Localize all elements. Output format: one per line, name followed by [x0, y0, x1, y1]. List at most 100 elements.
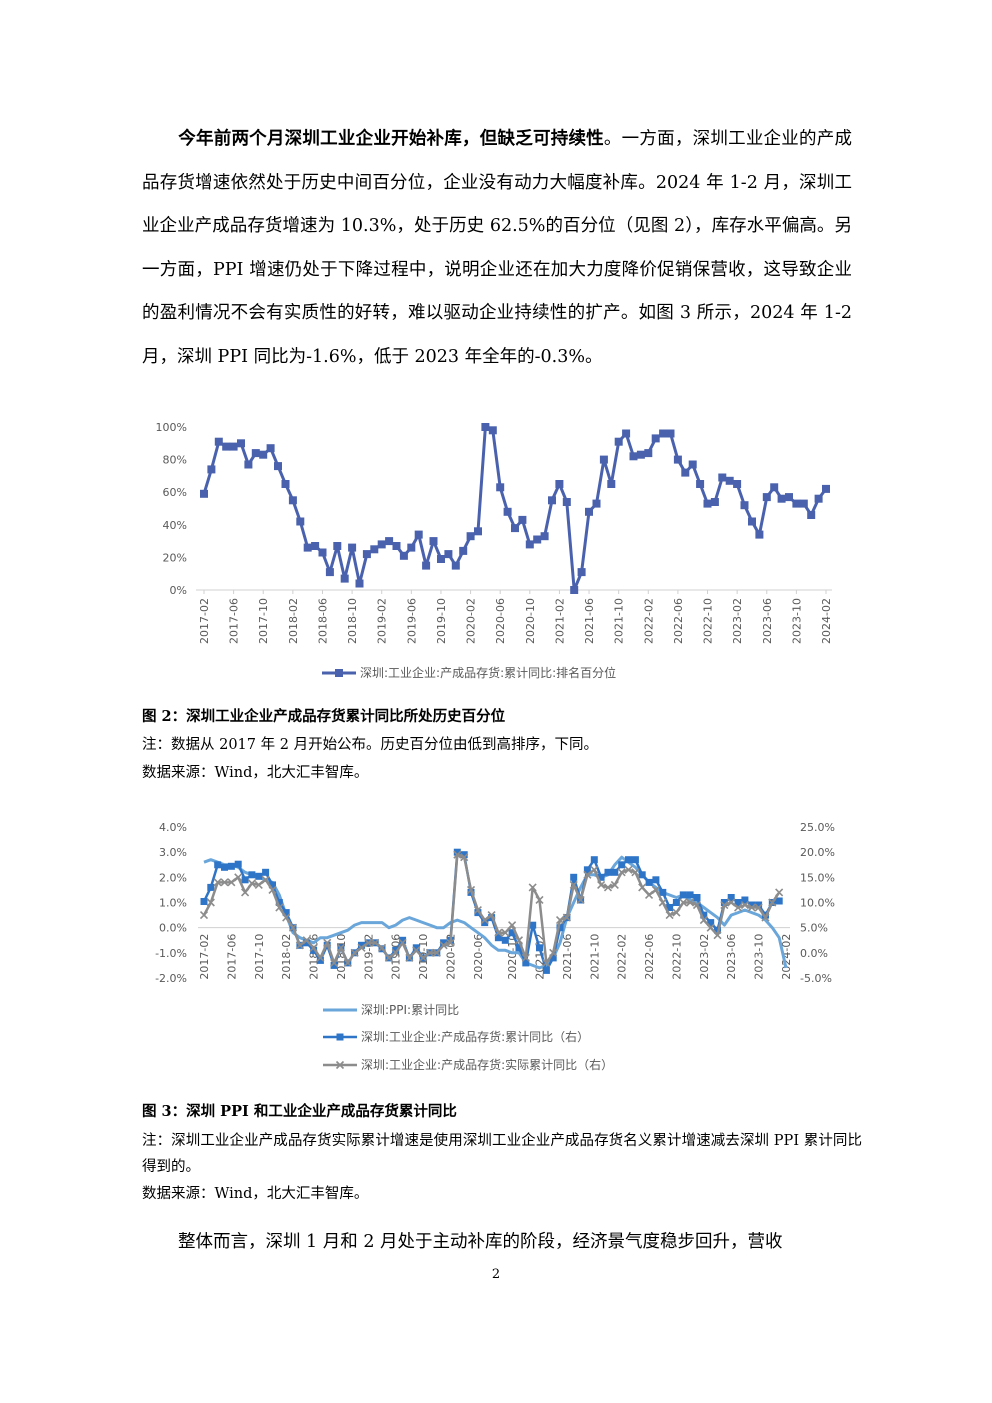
data-point [451, 561, 460, 570]
nominal-data-point [666, 904, 674, 911]
real-data-point [419, 953, 428, 962]
nominal-data-point [412, 944, 420, 952]
data-point [740, 501, 749, 510]
real-data-point [501, 928, 510, 937]
data-point [718, 473, 727, 482]
nominal-data-point [570, 873, 578, 881]
x-tick-label: 2019-06 [405, 598, 418, 644]
data-point [733, 480, 742, 488]
real-data-point [460, 853, 469, 862]
real-data-point [494, 928, 503, 937]
real-data-point [583, 870, 592, 879]
nominal-data-point [604, 868, 612, 876]
y-tick-label: 0% [170, 584, 187, 597]
nominal-data-point [625, 856, 632, 864]
x-tick-label: 2017-10 [257, 598, 270, 644]
real-data-point [761, 913, 770, 922]
real-data-point [309, 943, 318, 952]
x-tick-label: 2019-02 [376, 598, 389, 644]
real-data-point [487, 911, 496, 920]
nominal-data-point [515, 944, 523, 952]
nominal-data-point [679, 891, 687, 899]
real-data-point [377, 943, 387, 952]
x-tick-label: 2018-06 [316, 598, 329, 644]
data-point [466, 532, 475, 541]
real-data-point [371, 938, 380, 947]
real-data-point [261, 875, 270, 884]
y-tick-label: 60% [163, 486, 187, 499]
real-data-point [268, 885, 277, 894]
real-data-point [644, 890, 654, 900]
nominal-data-point [262, 868, 270, 876]
data-point [429, 537, 438, 546]
x-tick-label: 2021-06 [561, 934, 574, 980]
nominal-data-point [590, 856, 598, 864]
nominal-data-point [693, 894, 701, 901]
real-data-point [734, 903, 743, 912]
nominal-data-point [303, 939, 311, 947]
x-tick-label: 2017-06 [228, 598, 241, 644]
nominal-data-point [720, 899, 728, 906]
real-data-point [234, 873, 243, 882]
real-data-point [549, 948, 558, 957]
legend-marker-real [335, 1060, 345, 1070]
x-tick-label: 2023-10 [753, 934, 766, 980]
data-point [422, 561, 431, 570]
real-data-point [658, 898, 667, 907]
data-point [348, 543, 357, 552]
ppi-series-line [203, 855, 788, 970]
data-point [725, 476, 734, 485]
nominal-data-point [611, 868, 619, 876]
real-data-point [412, 946, 421, 955]
chart-legend: 深圳:工业企业:产成品存货:累计同比:排名百分位 [322, 665, 616, 680]
data-point [362, 550, 371, 559]
data-point [540, 532, 549, 541]
data-point [392, 542, 401, 550]
data-point [748, 517, 756, 526]
data-point [503, 507, 512, 516]
data-point [444, 550, 453, 559]
real-data-point [364, 938, 373, 947]
data-point [303, 543, 312, 552]
nominal-data-point [241, 876, 249, 884]
data-point [688, 460, 697, 469]
legend-label-nominal: 深圳:工业企业:产成品存货:累计同比（右） [361, 1029, 589, 1044]
real-data-point [535, 895, 544, 905]
data-point [385, 537, 394, 546]
x-tick-label: 2018-10 [346, 598, 359, 644]
y-left-tick-label: 1.0% [159, 897, 187, 910]
data-point [592, 499, 601, 508]
x-tick-label: 2021-10 [613, 598, 626, 644]
real-data-point [603, 883, 613, 892]
real-data-point [316, 953, 325, 962]
data-point [229, 442, 238, 451]
real-data-point [343, 958, 352, 967]
data-point [281, 480, 290, 488]
data-point [814, 494, 823, 503]
nominal-data-point [275, 899, 283, 906]
legend-label: 深圳:工业企业:产成品存货:累计同比:排名百分位 [360, 665, 616, 680]
nominal-data-point [494, 934, 502, 942]
percentile-line-chart: 0% 20% 40% 60% 80% 100% 2017-02 2017-06 2017-10 2… [156, 421, 833, 680]
data-point [770, 483, 779, 492]
data-point [511, 524, 519, 533]
data-point [555, 480, 564, 488]
real-data-point [323, 938, 332, 947]
real-data-point [672, 908, 681, 917]
legend-marker-nominal [336, 1033, 344, 1041]
data-point [333, 542, 342, 550]
nominal-data-point [536, 944, 543, 952]
data-point [414, 530, 423, 539]
data-point [644, 449, 653, 458]
nominal-data-point [255, 872, 263, 880]
nominal-data-point [522, 959, 530, 967]
x-tick-label: 2023-10 [790, 598, 803, 644]
real-data-point [473, 905, 482, 915]
real-data-point [665, 911, 674, 920]
data-point [614, 437, 623, 446]
data-point [340, 574, 349, 583]
data-point [710, 498, 719, 506]
figure-2-note: 注：数据从 2017 年 2 月开始公布。历史百分位由低到高排序，下同。 [142, 737, 599, 753]
y-right-tick-label: 10.0% [800, 897, 835, 910]
